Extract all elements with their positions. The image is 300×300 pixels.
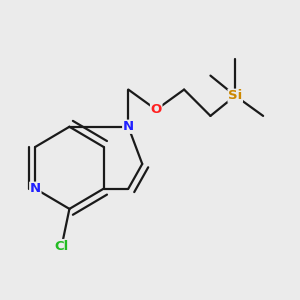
Text: Cl: Cl (55, 240, 69, 253)
Text: N: N (123, 120, 134, 133)
Text: N: N (30, 182, 41, 195)
Text: O: O (151, 103, 162, 116)
Text: Si: Si (228, 89, 242, 102)
